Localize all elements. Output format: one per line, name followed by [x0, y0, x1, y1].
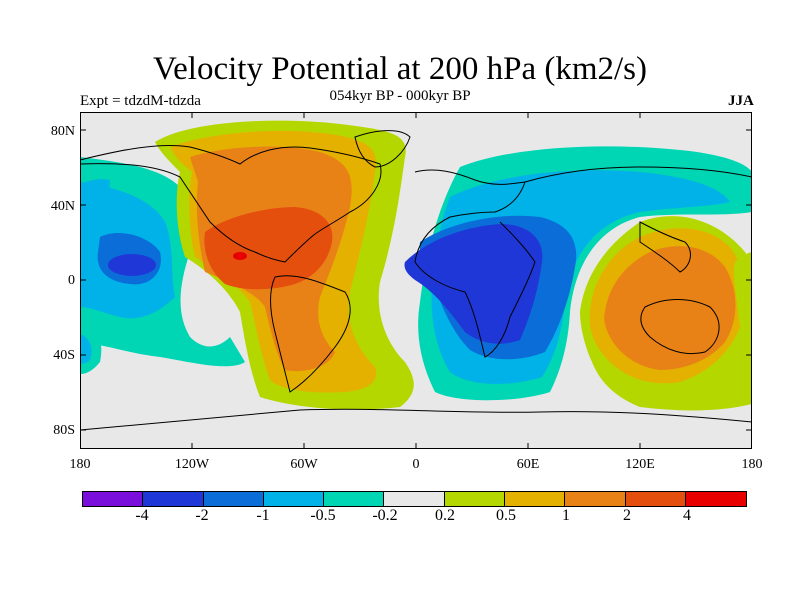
chart-subtitle: 054kyr BP - 000kyr BP: [329, 88, 471, 104]
negative-region-left-top: [80, 179, 110, 224]
positive-region-americas-max: [233, 252, 247, 260]
positive-region-australia-mid: [604, 246, 736, 370]
lon-tick-120e: 120E: [625, 457, 655, 472]
colorbar-box-7: [505, 492, 566, 506]
lon-tick-60w: 60W: [290, 457, 318, 472]
colorbar-box-6: [444, 492, 506, 506]
season-label: JJA: [728, 93, 754, 109]
colorbar-label-5: 0.2: [435, 507, 455, 524]
lon-tick-60e: 60E: [516, 457, 540, 472]
colorbar: [82, 491, 748, 507]
positive-region-east-pacific: [733, 252, 752, 352]
colorbar-label-2: -1: [256, 507, 270, 524]
colorbar-box-1: [143, 492, 204, 506]
colorbar-box-5: [384, 492, 445, 506]
lon-tick-180w: 180: [69, 457, 91, 472]
experiment-label: Expt = tdzdM-tdzda: [80, 93, 201, 109]
lon-tick-180e: 180: [741, 457, 763, 472]
colorbar-label-9: 4: [683, 507, 691, 524]
axis-ticks: [80, 112, 752, 449]
positive-region-americas-core: [204, 207, 333, 290]
colorbar-label-1: -2: [195, 507, 209, 524]
colorbar-box-2: [203, 492, 264, 506]
chart-title: Velocity Potential at 200 hPa (km2/s): [152, 51, 648, 87]
lat-tick-40n: 40N: [50, 199, 75, 214]
negative-region-africa-core: [404, 224, 543, 344]
lat-tick-eq: 0: [68, 273, 75, 288]
lat-tick-80s: 80S: [53, 423, 75, 438]
colorbar-box-9: [625, 492, 686, 506]
colorbar-box-8: [565, 492, 626, 506]
colorbar-label-3: -0.5: [310, 507, 336, 524]
negative-region-south-pacific-inner: [80, 334, 92, 364]
colorbar-label-8: 2: [623, 507, 631, 524]
colorbar-box-10: [685, 492, 747, 506]
colorbar-label-6: 0.5: [496, 507, 516, 524]
colorbar-box-4: [324, 492, 385, 506]
colorbar-label-0: -4: [135, 507, 149, 524]
lon-tick-0: 0: [412, 457, 420, 472]
colorbar-label-4: -0.2: [372, 507, 398, 524]
colorbar-box-3: [263, 492, 325, 506]
colorbar-label-7: 1: [562, 507, 570, 524]
lat-tick-40s: 40S: [53, 348, 75, 363]
colorbar-box-0: [83, 492, 144, 506]
lon-tick-120w: 120W: [174, 457, 210, 472]
velocity-potential-map: [80, 112, 752, 449]
lat-tick-80n: 80N: [50, 124, 75, 139]
coastlines: [80, 130, 752, 431]
negative-region-pacific-min: [108, 254, 156, 276]
